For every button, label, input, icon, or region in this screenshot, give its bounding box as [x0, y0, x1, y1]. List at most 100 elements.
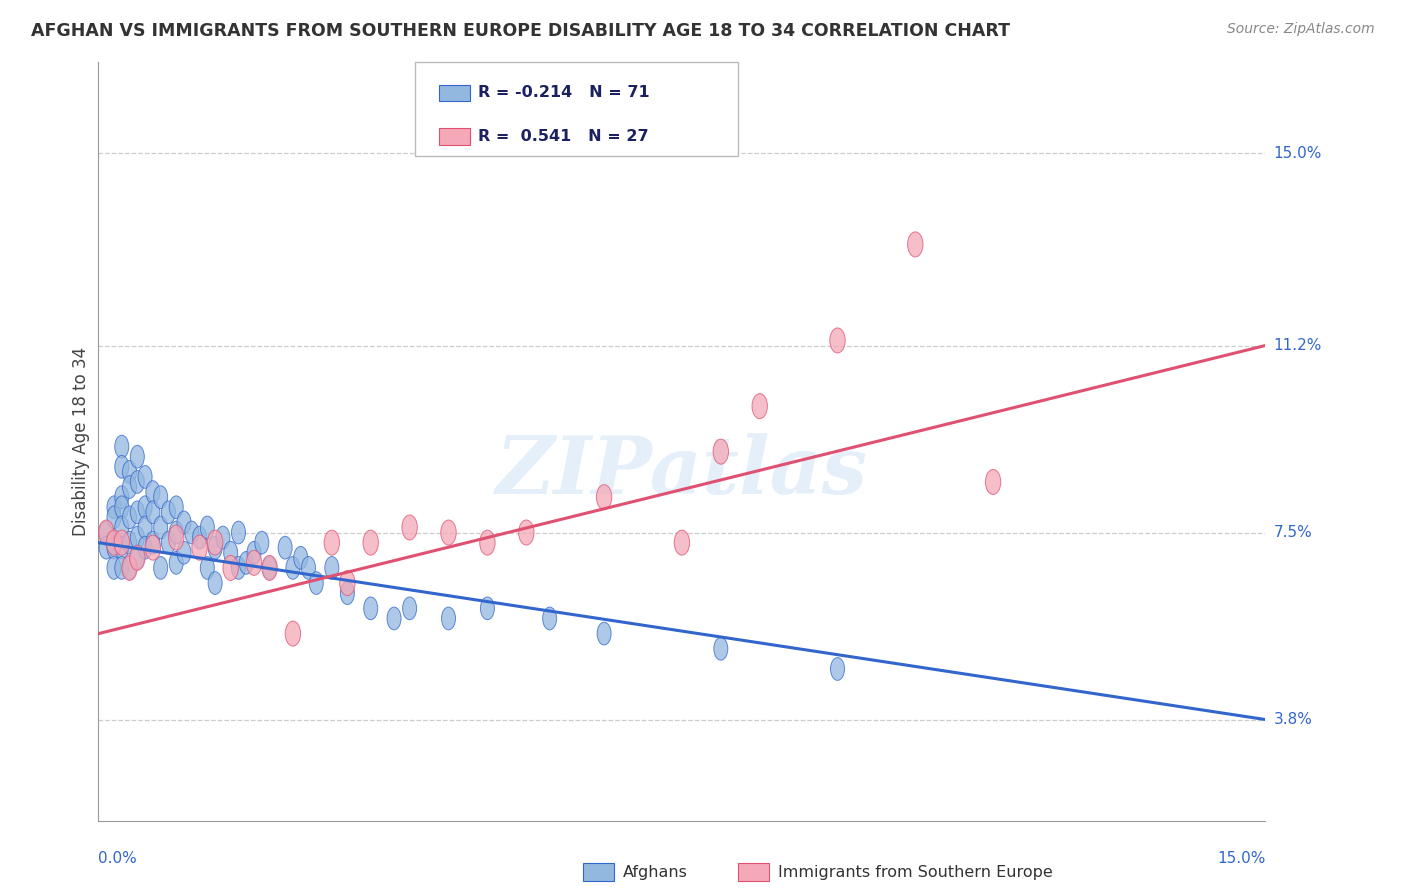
Ellipse shape — [169, 496, 183, 518]
Ellipse shape — [169, 521, 183, 544]
Ellipse shape — [146, 532, 160, 554]
Ellipse shape — [309, 572, 323, 594]
Text: 7.5%: 7.5% — [1274, 525, 1312, 540]
Ellipse shape — [162, 501, 176, 524]
Ellipse shape — [122, 506, 136, 529]
Ellipse shape — [479, 530, 495, 555]
Ellipse shape — [831, 657, 845, 681]
Text: R =  0.541   N = 27: R = 0.541 N = 27 — [478, 129, 648, 144]
Ellipse shape — [200, 557, 214, 579]
Ellipse shape — [363, 530, 378, 555]
Ellipse shape — [239, 551, 253, 574]
Ellipse shape — [246, 550, 262, 575]
Ellipse shape — [232, 521, 246, 544]
Ellipse shape — [208, 536, 222, 559]
Ellipse shape — [115, 435, 129, 458]
Ellipse shape — [325, 557, 339, 579]
Ellipse shape — [713, 439, 728, 464]
Text: ZIPatlas: ZIPatlas — [496, 434, 868, 510]
Ellipse shape — [177, 511, 191, 533]
Text: Immigrants from Southern Europe: Immigrants from Southern Europe — [778, 865, 1052, 880]
Ellipse shape — [340, 582, 354, 605]
Ellipse shape — [146, 501, 160, 524]
Ellipse shape — [177, 541, 191, 564]
Ellipse shape — [115, 557, 129, 579]
Text: 0.0%: 0.0% — [98, 851, 138, 866]
Ellipse shape — [138, 496, 152, 518]
Ellipse shape — [752, 393, 768, 418]
Ellipse shape — [224, 556, 239, 581]
Ellipse shape — [129, 545, 145, 570]
Ellipse shape — [98, 520, 114, 545]
Ellipse shape — [441, 607, 456, 630]
Ellipse shape — [122, 475, 136, 499]
Ellipse shape — [325, 530, 339, 555]
Ellipse shape — [402, 597, 416, 620]
Ellipse shape — [294, 547, 308, 569]
Ellipse shape — [596, 484, 612, 509]
Ellipse shape — [122, 460, 136, 483]
Ellipse shape — [114, 530, 129, 555]
Ellipse shape — [830, 328, 845, 353]
Ellipse shape — [100, 521, 114, 544]
Text: 3.8%: 3.8% — [1274, 712, 1313, 727]
Ellipse shape — [107, 506, 121, 529]
Ellipse shape — [122, 532, 136, 554]
Ellipse shape — [543, 607, 557, 630]
Ellipse shape — [481, 597, 495, 620]
Ellipse shape — [115, 456, 129, 478]
Ellipse shape — [138, 516, 152, 539]
Text: R = -0.214   N = 71: R = -0.214 N = 71 — [478, 86, 650, 100]
Ellipse shape — [387, 607, 401, 630]
Ellipse shape — [131, 526, 145, 549]
Ellipse shape — [714, 638, 728, 660]
Ellipse shape — [107, 530, 122, 555]
Ellipse shape — [986, 469, 1001, 494]
Ellipse shape — [100, 536, 114, 559]
Ellipse shape — [217, 526, 231, 549]
Ellipse shape — [131, 501, 145, 524]
Ellipse shape — [131, 445, 145, 468]
Ellipse shape — [153, 557, 167, 579]
Ellipse shape — [364, 597, 378, 620]
Text: Source: ZipAtlas.com: Source: ZipAtlas.com — [1227, 22, 1375, 37]
Ellipse shape — [208, 530, 222, 555]
Ellipse shape — [162, 532, 176, 554]
Ellipse shape — [169, 525, 184, 550]
Ellipse shape — [131, 547, 145, 569]
Ellipse shape — [115, 496, 129, 518]
Ellipse shape — [131, 471, 145, 493]
Ellipse shape — [115, 516, 129, 539]
Ellipse shape — [247, 541, 262, 564]
Ellipse shape — [208, 572, 222, 594]
Text: Afghans: Afghans — [623, 865, 688, 880]
Ellipse shape — [232, 557, 246, 579]
Ellipse shape — [146, 481, 160, 503]
Text: 11.2%: 11.2% — [1274, 338, 1322, 353]
Ellipse shape — [340, 571, 356, 596]
Ellipse shape — [908, 232, 922, 257]
Ellipse shape — [138, 466, 152, 488]
Ellipse shape — [153, 486, 167, 508]
Ellipse shape — [122, 557, 136, 579]
Ellipse shape — [153, 516, 167, 539]
Ellipse shape — [115, 486, 129, 508]
Text: 15.0%: 15.0% — [1274, 146, 1322, 161]
Ellipse shape — [675, 530, 689, 555]
Ellipse shape — [278, 536, 292, 559]
Ellipse shape — [200, 516, 214, 539]
Ellipse shape — [138, 536, 152, 559]
Ellipse shape — [285, 557, 299, 579]
Text: 15.0%: 15.0% — [1218, 851, 1265, 866]
Ellipse shape — [519, 520, 534, 545]
Ellipse shape — [115, 536, 129, 559]
Ellipse shape — [402, 515, 418, 540]
Ellipse shape — [285, 621, 301, 646]
Ellipse shape — [169, 551, 183, 574]
Ellipse shape — [263, 557, 277, 579]
Ellipse shape — [441, 520, 456, 545]
Ellipse shape — [598, 623, 612, 645]
Ellipse shape — [107, 557, 121, 579]
Ellipse shape — [262, 556, 277, 581]
Y-axis label: Disability Age 18 to 34: Disability Age 18 to 34 — [72, 347, 90, 536]
